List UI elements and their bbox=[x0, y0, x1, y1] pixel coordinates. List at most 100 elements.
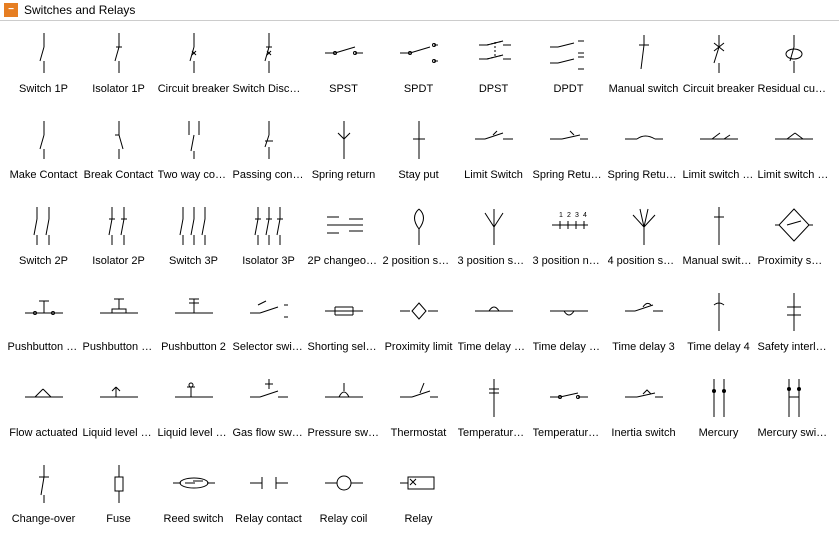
symbol-cell-flowactu[interactable]: Flow actuated bbox=[6, 369, 81, 455]
thermostat-icon bbox=[390, 369, 448, 423]
springre2-icon bbox=[540, 111, 598, 165]
symbol-label: Change-over bbox=[8, 513, 80, 525]
symbol-cell-springre2[interactable]: Spring Return 2 bbox=[531, 111, 606, 197]
symbol-cell-proximity2[interactable]: Proximity limit bbox=[381, 283, 456, 369]
symbol-cell-dpdt[interactable]: DPDT bbox=[531, 25, 606, 111]
symbol-cell-proximity[interactable]: Proximity switch bbox=[756, 197, 831, 283]
symbol-cell-circuitbr2[interactable]: Circuit breaker bbox=[681, 25, 756, 111]
timedela4-icon bbox=[690, 283, 748, 337]
symbol-cell-switch3p[interactable]: Switch 3P bbox=[156, 197, 231, 283]
symbol-cell-liquidlev2[interactable]: Liquid level NC bbox=[156, 369, 231, 455]
gasflow-icon bbox=[240, 369, 298, 423]
symbol-label: Pushbutton NO bbox=[8, 341, 80, 353]
symbol-cell-switchdis[interactable]: Switch Disconnector bbox=[231, 25, 306, 111]
symbol-cell-isolator1p[interactable]: Isolator 1P bbox=[81, 25, 156, 111]
symbol-label: Circuit breaker bbox=[683, 83, 755, 95]
symbol-label: Make Contact bbox=[8, 169, 80, 181]
symbol-cell-passing[interactable]: Passing contact bbox=[231, 111, 306, 197]
symbol-row: Switch 2PIsolator 2PSwitch 3PIsolator 3P… bbox=[6, 197, 833, 283]
symbol-cell-limitswnc[interactable]: Limit switch NC bbox=[756, 111, 831, 197]
symbol-cell-pushbutton2[interactable]: Pushbutton NC bbox=[81, 283, 156, 369]
symbol-cell-spst[interactable]: SPST bbox=[306, 25, 381, 111]
symbol-cell-manuals2[interactable]: Manual switch 2 bbox=[681, 197, 756, 283]
symbol-cell-4position[interactable]: 4 position switch bbox=[606, 197, 681, 283]
symbol-cell-breakco[interactable]: Break Contact bbox=[81, 111, 156, 197]
symbol-cell-reedswitch[interactable]: Reed switch bbox=[156, 455, 231, 541]
symbol-cell-mercury[interactable]: Mercury bbox=[681, 369, 756, 455]
symbol-cell-thermostat[interactable]: Thermostat bbox=[381, 369, 456, 455]
symbol-cell-twoway[interactable]: Two way contact bbox=[156, 111, 231, 197]
symbol-cell-2pchang[interactable]: 2P changeover bbox=[306, 197, 381, 283]
symbol-cell-switch1p[interactable]: Switch 1P bbox=[6, 25, 81, 111]
symbol-cell-circuitbr1[interactable]: Circuit breaker bbox=[156, 25, 231, 111]
selector-icon bbox=[240, 283, 298, 337]
symbol-cell-temperat2[interactable]: Temperature NC bbox=[531, 369, 606, 455]
symbol-cell-changeover[interactable]: Change-over bbox=[6, 455, 81, 541]
springre3-icon bbox=[615, 111, 673, 165]
symbol-label: 3 position switch bbox=[458, 255, 530, 267]
symbol-label: Thermostat bbox=[383, 427, 455, 439]
symbol-cell-pushbutton3[interactable]: Pushbutton 2 bbox=[156, 283, 231, 369]
residual-icon bbox=[765, 25, 823, 79]
symbol-cell-3positionn[interactable]: 3 position numbered bbox=[531, 197, 606, 283]
isolator1p-icon bbox=[90, 25, 148, 79]
symbol-label: Selector switch bbox=[233, 341, 305, 353]
symbol-cell-liquidlev1[interactable]: Liquid level NO bbox=[81, 369, 156, 455]
symbol-cell-timedela4[interactable]: Time delay 4 bbox=[681, 283, 756, 369]
symbol-cell-springre3[interactable]: Spring Return 3 bbox=[606, 111, 681, 197]
symbol-cell-dpst[interactable]: DPST bbox=[456, 25, 531, 111]
symbol-cell-pressure[interactable]: Pressure switch bbox=[306, 369, 381, 455]
symbol-cell-switch2p[interactable]: Switch 2P bbox=[6, 197, 81, 283]
symbol-cell-temperat1[interactable]: Temperature NO bbox=[456, 369, 531, 455]
symbol-label: Relay coil bbox=[308, 513, 380, 525]
mercurys-icon bbox=[765, 369, 823, 423]
symbol-cell-springret[interactable]: Spring return bbox=[306, 111, 381, 197]
symbol-cell-selector[interactable]: Selector switch bbox=[231, 283, 306, 369]
symbol-label: 2 position switch bbox=[383, 255, 455, 267]
timedela2-icon bbox=[540, 283, 598, 337]
symbol-cell-timedela1[interactable]: Time delay NO bbox=[456, 283, 531, 369]
symbol-cell-timedela2[interactable]: Time delay NC bbox=[531, 283, 606, 369]
symbol-cell-spdt[interactable]: SPDT bbox=[381, 25, 456, 111]
symbol-cell-relaycoil[interactable]: Relay coil bbox=[306, 455, 381, 541]
panel-title: Switches and Relays bbox=[24, 0, 135, 20]
symbol-label: Proximity limit bbox=[383, 341, 455, 353]
symbol-cell-3position[interactable]: 3 position switch bbox=[456, 197, 531, 283]
symbol-cell-pushbutton1[interactable]: Pushbutton NO bbox=[6, 283, 81, 369]
symbol-cell-gasflow[interactable]: Gas flow switch bbox=[231, 369, 306, 455]
symbol-cell-limitswitch[interactable]: Limit Switch bbox=[456, 111, 531, 197]
symbol-grid: Switch 1PIsolator 1PCircuit breakerSwitc… bbox=[0, 21, 839, 545]
symbol-row: Pushbutton NOPushbutton NCPushbutton 2Se… bbox=[6, 283, 833, 369]
symbol-label: Switch 1P bbox=[8, 83, 80, 95]
collapse-icon[interactable]: − bbox=[4, 3, 18, 17]
symbol-label: Liquid level NO bbox=[83, 427, 155, 439]
symbol-cell-manuals1[interactable]: Manual switch bbox=[606, 25, 681, 111]
panel-header: − Switches and Relays bbox=[0, 0, 839, 21]
timedela3-icon bbox=[615, 283, 673, 337]
2pchang-icon bbox=[315, 197, 373, 251]
symbol-cell-residual[interactable]: Residual current bbox=[756, 25, 831, 111]
symbol-cell-isolator3p[interactable]: Isolator 3P bbox=[231, 197, 306, 283]
symbol-label: Limit switch NC bbox=[758, 169, 830, 181]
symbol-label: Spring Return 3 bbox=[608, 169, 680, 181]
stayput-icon bbox=[390, 111, 448, 165]
symbol-cell-2position[interactable]: 2 position switch bbox=[381, 197, 456, 283]
symbol-cell-shorting[interactable]: Shorting selector bbox=[306, 283, 381, 369]
symbol-label: Mercury switch bbox=[758, 427, 830, 439]
symbol-cell-makeco[interactable]: Make Contact bbox=[6, 111, 81, 197]
symbol-cell-isolator2p[interactable]: Isolator 2P bbox=[81, 197, 156, 283]
symbol-cell-inertia[interactable]: Inertia switch bbox=[606, 369, 681, 455]
springret-icon bbox=[315, 111, 373, 165]
symbol-label: Flow actuated bbox=[8, 427, 80, 439]
switchdis-icon bbox=[240, 25, 298, 79]
symbol-cell-safety[interactable]: Safety interlock bbox=[756, 283, 831, 369]
symbol-cell-mercurys[interactable]: Mercury switch bbox=[756, 369, 831, 455]
symbol-cell-fuse[interactable]: Fuse bbox=[81, 455, 156, 541]
relaycoil-icon bbox=[315, 455, 373, 509]
symbol-cell-timedela3[interactable]: Time delay 3 bbox=[606, 283, 681, 369]
symbol-cell-limitswno[interactable]: Limit switch NO bbox=[681, 111, 756, 197]
symbol-cell-relaycon[interactable]: Relay contact bbox=[231, 455, 306, 541]
symbol-label: Manual switch bbox=[608, 83, 680, 95]
symbol-cell-stayput[interactable]: Stay put bbox=[381, 111, 456, 197]
symbol-cell-relay[interactable]: Relay bbox=[381, 455, 456, 541]
